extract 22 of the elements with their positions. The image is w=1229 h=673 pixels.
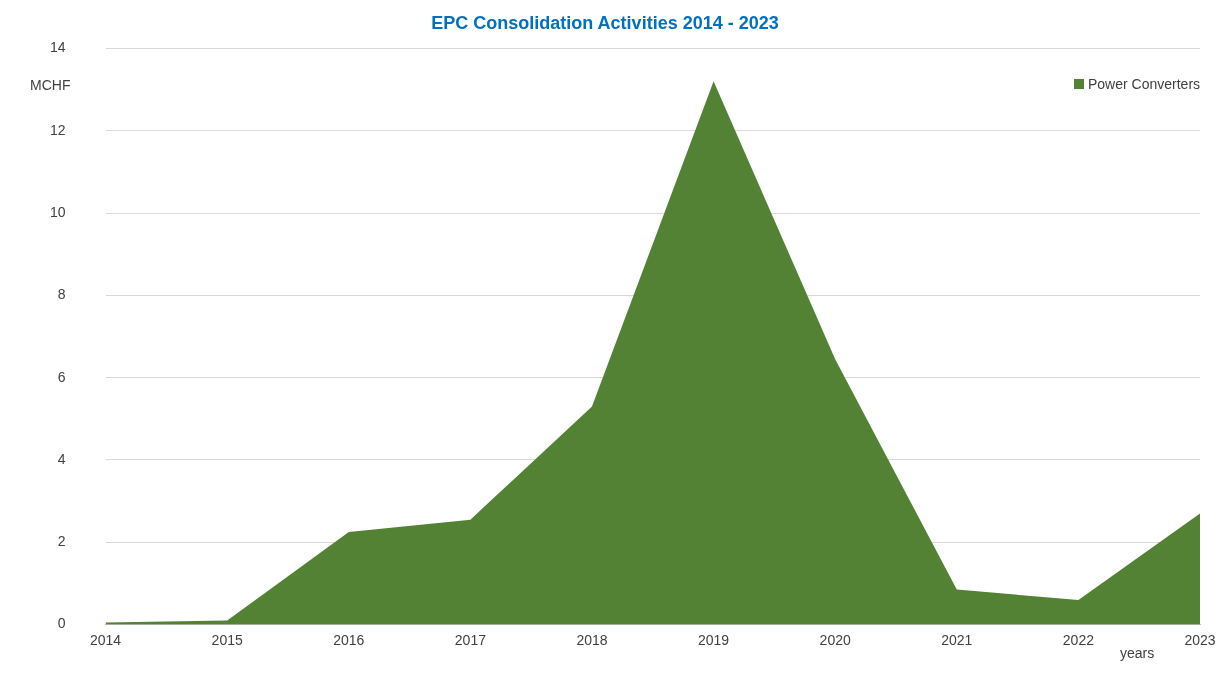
x-tick-label: 2016 <box>333 631 365 648</box>
x-tick-label: 2014 <box>89 631 122 648</box>
x-tick-label: 2021 <box>941 631 973 648</box>
x-tick-label: 2023 <box>1184 631 1216 648</box>
y-tick-label: 10 <box>49 203 66 220</box>
x-axis-title: years <box>1119 645 1155 662</box>
y-tick-label: 2 <box>57 533 66 550</box>
x-tick-label: 2018 <box>576 631 608 648</box>
legend-label: Power Converters <box>1088 76 1201 93</box>
y-tick-label: 8 <box>57 286 66 303</box>
x-tick-label: 2020 <box>819 631 851 648</box>
y-tick-label: 6 <box>57 368 66 385</box>
y-tick-label: 12 <box>49 121 66 138</box>
x-tick-label: 2022 <box>1062 631 1095 648</box>
x-tick-label: 2017 <box>454 631 487 648</box>
x-tick-label: 2019 <box>698 631 730 648</box>
chart-title: EPC Consolidation Activities 2014 - 2023 <box>431 12 779 33</box>
x-tick-label: 2015 <box>211 631 243 648</box>
y-axis-title: MCHF <box>30 77 71 94</box>
y-tick-label: 14 <box>49 39 66 56</box>
y-tick-label: 4 <box>57 450 66 467</box>
y-tick-label: 0 <box>57 615 66 632</box>
